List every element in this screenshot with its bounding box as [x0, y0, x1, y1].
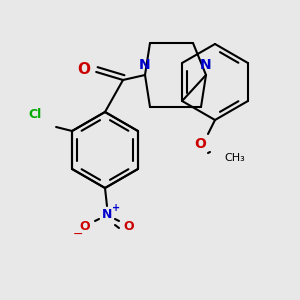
- Text: O: O: [80, 220, 90, 232]
- Text: O: O: [194, 137, 206, 151]
- Text: Cl: Cl: [29, 108, 42, 121]
- Text: CH₃: CH₃: [224, 153, 245, 163]
- Text: −: −: [73, 227, 83, 241]
- Text: N: N: [102, 208, 112, 220]
- Text: O: O: [77, 62, 90, 77]
- Text: N: N: [139, 58, 151, 72]
- Text: N: N: [200, 58, 212, 72]
- Text: O: O: [124, 220, 134, 232]
- Text: +: +: [112, 203, 120, 213]
